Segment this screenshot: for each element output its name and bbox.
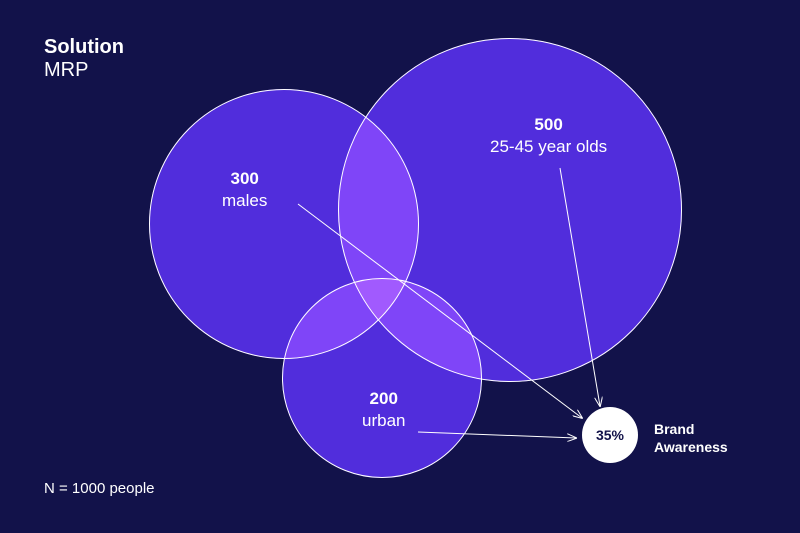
venn-value-age: 500 bbox=[490, 114, 607, 136]
footer-sample-size: N = 1000 people bbox=[44, 480, 155, 497]
venn-label-age: 500 25-45 year olds bbox=[490, 114, 607, 158]
title-line2: MRP bbox=[44, 59, 124, 82]
venn-label-males: 300 males bbox=[222, 168, 267, 212]
venn-outline-urban bbox=[282, 278, 482, 478]
venn-desc-males: males bbox=[222, 190, 267, 212]
title-line1: Solution bbox=[44, 36, 124, 59]
venn-value-urban: 200 bbox=[362, 388, 405, 410]
title-block: Solution MRP bbox=[44, 36, 124, 82]
result-circle: 35% bbox=[582, 407, 638, 463]
diagram-canvas: Solution MRP N = 1000 people 300 males 5… bbox=[0, 0, 800, 533]
result-label-line1: Brand bbox=[654, 421, 694, 437]
result-label: Brand Awareness bbox=[654, 420, 728, 456]
result-label-line2: Awareness bbox=[654, 439, 728, 455]
venn-label-urban: 200 urban bbox=[362, 388, 405, 432]
venn-value-males: 300 bbox=[222, 168, 267, 190]
venn-desc-age: 25-45 year olds bbox=[490, 136, 607, 158]
result-value: 35% bbox=[596, 427, 624, 443]
venn-desc-urban: urban bbox=[362, 410, 405, 432]
